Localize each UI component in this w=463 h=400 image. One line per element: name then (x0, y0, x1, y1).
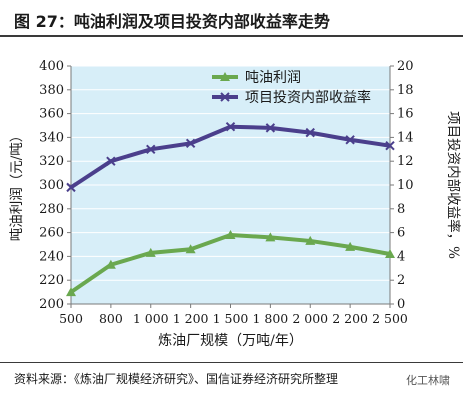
figure-title: 图 27：吨油利润及项目投资内部收益率走势 (14, 12, 330, 31)
y-left-tick-label: 300 (39, 178, 64, 193)
x-tick-label: 1 800 (252, 311, 288, 326)
watermark: 化工林啸 (403, 371, 453, 389)
data-point-0 (105, 259, 116, 269)
y-left-tick-label: 200 (39, 297, 64, 312)
x-axis-label: 炼油厂规模（万吨/年） (158, 333, 303, 349)
source-note: 资料来源：《炼油厂规模经济研究》、国信证券经济研究所整理 (14, 372, 339, 386)
data-point-1 (146, 144, 156, 155)
x-tick-label: 2 200 (332, 311, 368, 326)
y-left-tick-label: 320 (39, 154, 64, 169)
y-left-tick-label: 280 (39, 202, 64, 217)
x-tick-label: 2 000 (292, 311, 328, 326)
data-point-0 (265, 232, 276, 242)
data-point-1 (185, 138, 196, 149)
x-tick-label: 1 200 (173, 311, 209, 326)
y-left-tick-label: 380 (39, 83, 64, 98)
y-left-tick-label: 240 (39, 249, 64, 264)
y-right-tick-label: 16 (397, 107, 414, 122)
data-point-1 (305, 127, 315, 138)
y-left-tick-label: 220 (39, 273, 64, 288)
legend-label-0: 吨油利润 (245, 70, 301, 86)
y-left-tick-label: 360 (39, 107, 64, 122)
chart-container: 200 220 240 260 280 300 320 340 360 380 400 0 2 4 6 8 10… (0, 37, 463, 360)
data-point-0 (345, 241, 356, 251)
data-point-1 (385, 141, 395, 151)
x-tick-label: 800 (99, 311, 123, 326)
source-bar: 资料来源：《炼油厂规模经济研究》、国信证券经济研究所整理 化工林啸 (0, 362, 463, 400)
y-axis-left-label: 吨油利润（元/吨） (9, 129, 25, 242)
data-point-1 (265, 123, 276, 133)
data-point-0 (385, 249, 395, 259)
data-point-1 (106, 156, 116, 166)
y-right-tick-label: 10 (397, 178, 414, 193)
y-right-tick-label: 4 (397, 249, 405, 264)
data-point-0 (305, 235, 316, 245)
line-chart: 200 220 240 260 280 300 320 340 360 380 400 0 2 4 6 8 10… (9, 59, 462, 349)
y-axis-right-label: 项目投资内部收益率，% (445, 111, 462, 259)
y-right-tick-label: 12 (397, 154, 414, 169)
y-right-tick-label: 0 (397, 297, 405, 312)
y-left-tick-label: 400 (39, 59, 64, 74)
figure-title-bar: 图 27：吨油利润及项目投资内部收益率走势 (0, 0, 463, 37)
data-point-0 (225, 229, 236, 239)
y-right-tick-label: 6 (397, 226, 405, 241)
x-tick-label: 2 500 (372, 311, 408, 326)
y-right-tick-label: 18 (397, 83, 414, 98)
data-point-1 (345, 135, 355, 145)
data-point-0 (145, 247, 156, 257)
y-right-tick-label: 14 (397, 130, 414, 145)
y-left-tick-label: 260 (39, 226, 64, 241)
data-point-1 (225, 121, 236, 132)
legend-label-1: 项目投资内部收益率 (245, 89, 371, 106)
x-tick-label: 500 (59, 311, 83, 326)
y-right-tick-label: 2 (397, 273, 405, 288)
legend-marker-1 (220, 92, 230, 102)
y-right-tick-label: 8 (397, 202, 405, 217)
y-right-tick-label: 20 (397, 59, 414, 74)
y-left-tick-label: 340 (39, 130, 64, 145)
data-point-0 (66, 287, 76, 297)
x-tick-label: 1 500 (213, 311, 249, 326)
data-point-0 (185, 244, 196, 254)
x-tick-label: 1 000 (133, 311, 169, 326)
legend-marker-0 (220, 72, 230, 81)
data-point-1 (66, 182, 76, 193)
